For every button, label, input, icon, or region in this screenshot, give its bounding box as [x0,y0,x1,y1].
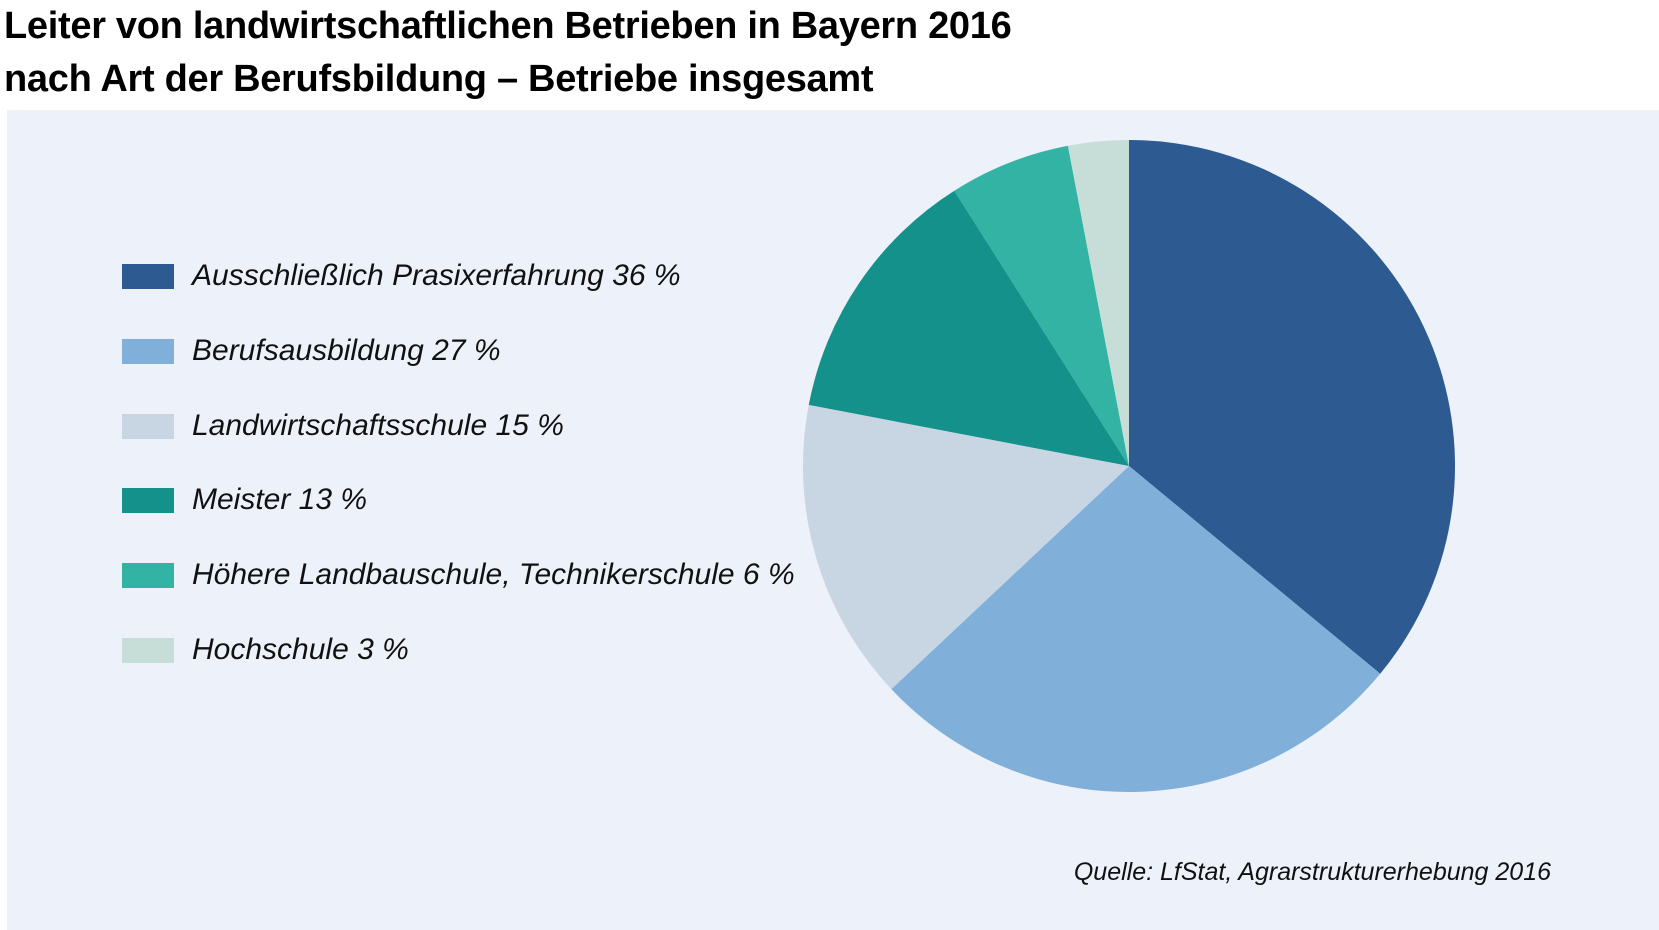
legend-item-hoehere-landbauschule: Höhere Landbauschule, Technikerschule 6 … [122,555,795,595]
pie-slice-1 [1129,140,1456,674]
legend-item-hochschule: Hochschule 3 % [122,630,409,670]
legend-label: Höhere Landbauschule, Technikerschule 6 … [192,558,795,591]
legend-item-meister: Meister 13 % [122,480,367,520]
pie-slice-5 [954,145,1129,466]
legend-label: Hochschule 3 % [192,633,409,666]
chart-title-line-1: Leiter von landwirtschaftlichen Betriebe… [4,5,1012,47]
pie-slice-6 [1067,140,1129,466]
legend-item-praxiserfahrung: Ausschließlich Prasixerfahrung 36 % [122,256,681,296]
chart-title-line-2: nach Art der Berufsbildung – Betriebe in… [4,58,874,100]
legend-swatch [122,413,174,439]
legend-swatch [122,338,174,364]
pie-slice-4 [808,190,1129,466]
legend-swatch [122,637,174,663]
pie-slice-3 [802,404,1129,690]
legend-swatch [122,263,174,289]
legend-label: Ausschließlich Prasixerfahrung 36 % [192,259,681,292]
legend-item-landwirtschaftsschule: Landwirtschaftsschule 15 % [122,406,564,446]
legend-label: Landwirtschaftsschule 15 % [192,409,564,442]
pie-slice-2 [891,466,1381,792]
legend-label: Meister 13 % [192,483,368,516]
legend-label: Berufsausbildung 27 % [192,334,501,367]
chart-title: Leiter von landwirtschaftlichen Betriebe… [4,0,1012,106]
source-note: Quelle: LfStat, Agrarstrukturerhebung 20… [1073,858,1551,886]
legend-item-berufsausbildung: Berufsausbildung 27 % [122,331,501,371]
legend-swatch [122,562,174,588]
legend-swatch [122,487,174,513]
